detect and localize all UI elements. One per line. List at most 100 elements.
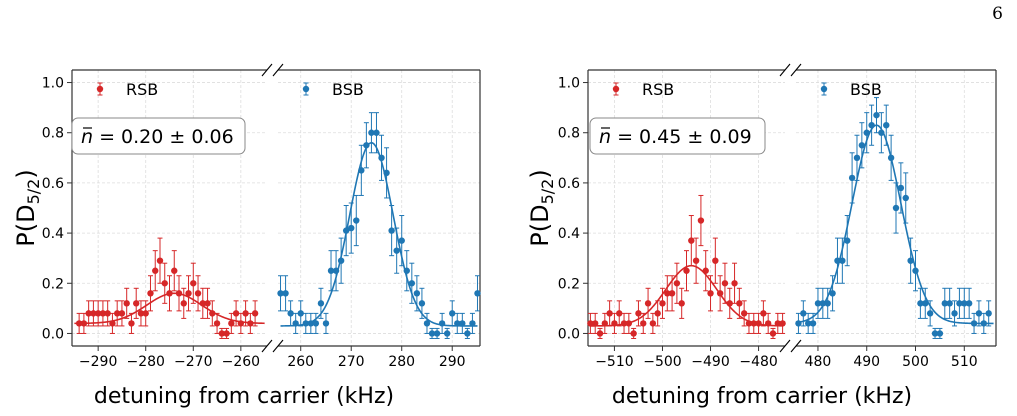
data-point bbox=[975, 310, 983, 317]
data-point bbox=[156, 257, 164, 264]
data-point bbox=[218, 330, 226, 337]
data-point bbox=[892, 204, 900, 212]
legend-label: RSB bbox=[642, 80, 674, 99]
y-tick-label: 0.4 bbox=[558, 226, 580, 242]
data-point bbox=[760, 310, 767, 317]
data-point bbox=[922, 300, 929, 307]
data-point bbox=[936, 330, 944, 337]
axis-break-mark bbox=[261, 339, 273, 353]
x-tick-label: −490 bbox=[691, 354, 729, 370]
data-point bbox=[443, 330, 451, 337]
legend-bsb: BSB bbox=[820, 80, 882, 99]
data-point bbox=[109, 320, 116, 327]
data-point bbox=[630, 330, 637, 337]
data-point bbox=[464, 330, 471, 337]
axis-break-mark bbox=[790, 339, 802, 353]
data-point bbox=[348, 224, 355, 232]
data-point bbox=[247, 320, 254, 327]
data-point bbox=[673, 280, 681, 287]
data-point bbox=[152, 267, 159, 274]
data-point bbox=[795, 320, 802, 327]
data-point bbox=[123, 300, 130, 307]
x-tick-label: −500 bbox=[643, 354, 681, 370]
data-point bbox=[287, 310, 294, 317]
data-point bbox=[745, 320, 753, 327]
y-tick-label: 0.6 bbox=[558, 176, 580, 192]
x-tick-label: 490 bbox=[853, 354, 880, 370]
data-point bbox=[317, 300, 325, 307]
data-point bbox=[277, 290, 284, 297]
y-axis-label: P(D5/2) bbox=[12, 169, 43, 246]
legend-label: BSB bbox=[850, 80, 882, 99]
panel-bsb: 480 490 500 510 BSB bbox=[790, 63, 997, 370]
data-point bbox=[166, 290, 173, 297]
data-point bbox=[688, 237, 695, 244]
data-point bbox=[985, 310, 992, 317]
data-point bbox=[418, 300, 426, 307]
panel-rsb: 0.0 0.2 0.4 0.6 0.8 1.0 −290 −280 −270 −260 RSB bbox=[42, 63, 273, 370]
data-point bbox=[327, 267, 335, 274]
data-point bbox=[90, 310, 97, 317]
data-point bbox=[931, 330, 939, 337]
data-point bbox=[358, 167, 365, 174]
data-point bbox=[824, 300, 831, 307]
data-point bbox=[697, 217, 705, 224]
data-point bbox=[731, 280, 738, 287]
x-tick-label: −510 bbox=[595, 354, 633, 370]
data-point bbox=[342, 227, 350, 234]
data-point bbox=[297, 310, 304, 317]
data-point bbox=[302, 320, 309, 327]
data-point bbox=[373, 129, 380, 136]
y-tick-label: 0.4 bbox=[42, 226, 64, 242]
data-point bbox=[180, 300, 187, 307]
data-point bbox=[726, 300, 733, 307]
data-point bbox=[819, 300, 827, 307]
data-point bbox=[755, 320, 762, 327]
axis-break-mark bbox=[790, 63, 802, 77]
data-point bbox=[133, 300, 140, 307]
data-point bbox=[601, 320, 609, 327]
data-point bbox=[912, 267, 919, 274]
data-point bbox=[620, 320, 628, 327]
x-tick-label: 500 bbox=[902, 354, 929, 370]
data-point bbox=[587, 320, 594, 327]
y-tick-label: 0.0 bbox=[42, 326, 64, 342]
chart-2: 0.0 0.2 0.4 0.6 0.8 1.0 −510 −500 −490 −480 RSB 480… bbox=[526, 63, 997, 409]
data-point bbox=[388, 227, 395, 234]
data-point bbox=[251, 310, 259, 317]
data-point bbox=[980, 320, 988, 327]
legend-label: RSB bbox=[126, 80, 158, 99]
page-number: 6 bbox=[992, 4, 1003, 24]
x-tick-label: 260 bbox=[287, 354, 314, 370]
data-point bbox=[926, 310, 934, 317]
data-point bbox=[104, 310, 111, 317]
data-point bbox=[712, 257, 719, 264]
data-point bbox=[175, 290, 183, 297]
nbar-annotation: n = 0.45 ± 0.09 bbox=[589, 117, 766, 155]
data-point bbox=[469, 320, 476, 327]
data-point bbox=[459, 320, 466, 327]
data-point bbox=[883, 122, 890, 129]
data-point bbox=[474, 290, 481, 297]
panel-bsb: 260 270 280 290 BSB bbox=[272, 63, 481, 370]
data-point bbox=[956, 300, 963, 307]
data-point bbox=[232, 310, 240, 317]
data-point bbox=[664, 290, 671, 297]
data-point bbox=[668, 290, 676, 297]
data-point bbox=[902, 194, 909, 202]
data-point bbox=[625, 320, 633, 327]
data-point bbox=[858, 142, 866, 149]
data-point bbox=[85, 310, 92, 317]
data-point bbox=[223, 330, 230, 337]
data-point bbox=[965, 300, 973, 307]
x-tick-label: 480 bbox=[805, 354, 832, 370]
data-point bbox=[800, 310, 807, 317]
data-point bbox=[654, 310, 661, 317]
y-tick-label: 1.0 bbox=[558, 76, 580, 92]
data-point bbox=[863, 129, 870, 136]
data-point bbox=[199, 300, 206, 307]
data-point bbox=[878, 129, 885, 136]
data-point bbox=[161, 280, 168, 287]
x-tick-label: 270 bbox=[338, 354, 365, 370]
data-point bbox=[721, 280, 729, 287]
